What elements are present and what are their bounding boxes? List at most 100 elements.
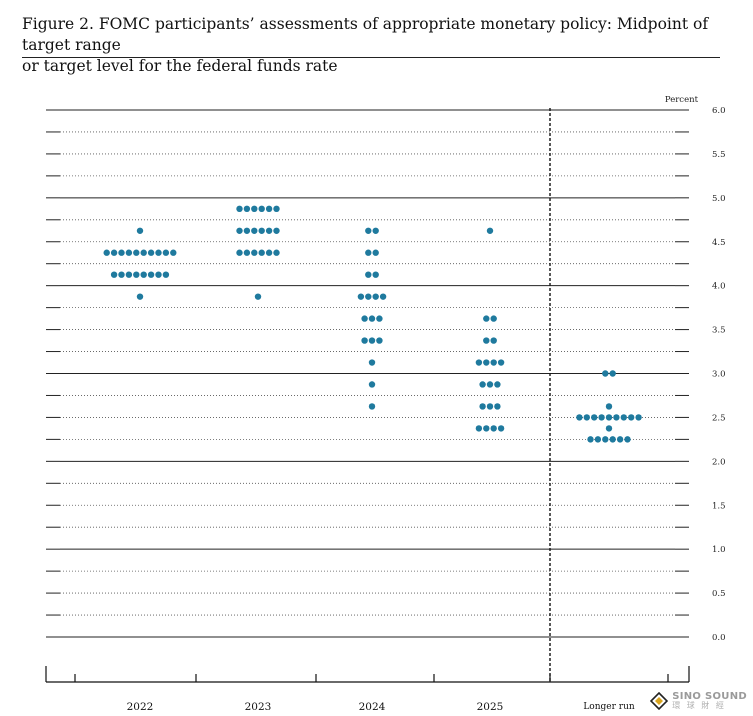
x-category-label: 2025 xyxy=(477,701,504,713)
participant-dot xyxy=(486,403,494,410)
participant-dot xyxy=(372,293,379,300)
participant-dot xyxy=(620,414,627,421)
participant-dot xyxy=(365,293,372,300)
y-tick-label: 4.0 xyxy=(712,282,726,292)
participant-dot xyxy=(133,249,140,256)
participant-dot xyxy=(616,436,624,443)
participant-dot xyxy=(254,293,262,300)
y-tick-label: 1.0 xyxy=(712,545,726,555)
participant-dot xyxy=(265,227,273,234)
participant-dot xyxy=(628,414,635,421)
participant-dot xyxy=(110,271,118,278)
participant-dot xyxy=(490,315,497,322)
participant-dot xyxy=(490,359,497,366)
x-category-label: 2024 xyxy=(359,701,386,713)
participant-dot xyxy=(483,315,490,322)
participant-dot xyxy=(475,359,483,366)
participant-dot xyxy=(494,381,501,388)
participant-dot xyxy=(497,359,505,366)
participant-dot xyxy=(170,249,177,256)
participant-dot xyxy=(483,359,490,366)
figure-title-line-1: Figure 2. FOMC participants’ assessments… xyxy=(22,15,709,54)
participant-dot xyxy=(361,337,368,344)
participant-dot xyxy=(251,205,258,213)
x-category-label: 2023 xyxy=(245,701,272,713)
y-tick-label: 0.0 xyxy=(712,633,726,643)
participant-dot xyxy=(609,436,616,443)
y-tick-label: 3.0 xyxy=(712,370,726,380)
participant-dot xyxy=(475,425,483,432)
x-category-label: Longer run xyxy=(583,702,635,712)
participant-dot xyxy=(483,425,490,432)
participant-dot xyxy=(361,315,368,322)
unit-label: Percent xyxy=(665,95,699,105)
participant-dot xyxy=(602,370,609,377)
participant-dot xyxy=(598,414,605,421)
y-tick-label: 6.0 xyxy=(712,106,726,116)
watermark-subtext: 環 球 財 經 xyxy=(672,701,726,710)
participant-dot xyxy=(490,337,497,344)
participant-dot xyxy=(110,249,118,256)
y-tick-label: 1.5 xyxy=(712,501,726,511)
participant-dot xyxy=(602,436,609,443)
participant-dot xyxy=(265,249,273,256)
participant-dot xyxy=(372,271,379,278)
participant-dot xyxy=(365,249,372,256)
y-tick-label: 3.5 xyxy=(712,326,726,336)
participant-dot xyxy=(365,271,372,278)
figure-title: Figure 2. FOMC participants’ assessments… xyxy=(22,14,727,77)
participant-dot xyxy=(118,249,125,256)
participant-dot xyxy=(576,414,583,421)
participant-dot xyxy=(368,359,376,366)
y-tick-label: 0.5 xyxy=(712,589,726,599)
participant-dot xyxy=(486,227,494,234)
participant-dot xyxy=(635,414,642,421)
participant-dot xyxy=(136,293,144,300)
participant-dot xyxy=(583,414,590,421)
participant-dot xyxy=(486,381,494,388)
participant-dot xyxy=(273,205,280,213)
participant-dot xyxy=(243,205,251,213)
participant-dot xyxy=(125,249,133,256)
participant-dot xyxy=(613,414,620,421)
participant-dot xyxy=(147,249,155,256)
sinosound-logo-icon xyxy=(650,692,669,710)
participant-dot xyxy=(243,249,251,256)
participant-dot xyxy=(594,436,602,443)
participant-dot xyxy=(273,249,280,256)
x-category-label: 2022 xyxy=(127,701,154,713)
participant-dot xyxy=(497,425,505,432)
watermark: SINO SOUND 環 球 財 經 xyxy=(650,692,747,710)
participant-dot xyxy=(624,436,631,443)
participant-dot xyxy=(605,414,613,421)
participant-dot xyxy=(479,381,486,388)
participant-dot xyxy=(125,271,133,278)
title-rule xyxy=(22,57,720,58)
dots xyxy=(103,205,642,443)
y-tick-label: 4.5 xyxy=(712,238,726,248)
y-tick-label: 2.0 xyxy=(712,457,726,467)
y-tick-label: 2.5 xyxy=(712,413,726,423)
participant-dot xyxy=(368,381,376,388)
participant-dot xyxy=(605,403,613,410)
participant-dot xyxy=(155,249,162,256)
participant-dot xyxy=(155,271,162,278)
participant-dot xyxy=(357,293,365,300)
participant-dot xyxy=(483,337,490,344)
participant-dot xyxy=(273,227,280,234)
participant-dot xyxy=(236,227,243,234)
participant-dot xyxy=(162,249,170,256)
participant-dot xyxy=(372,249,379,256)
participant-dot xyxy=(136,227,144,234)
participant-dot xyxy=(368,403,376,410)
participant-dot xyxy=(236,205,243,213)
y-tick-label: 5.0 xyxy=(712,194,726,204)
participant-dot xyxy=(605,425,613,432)
gridlines xyxy=(46,109,689,638)
participant-dot xyxy=(587,436,594,443)
labels: 0.0 0.5 1.0 1.5 2.0 2.5 3.0 3.5 4.0 4.5 5.0 5.5 6.0 P… xyxy=(127,95,726,713)
participant-dot xyxy=(490,425,497,432)
participant-dot xyxy=(609,370,616,377)
participant-dot xyxy=(147,271,155,278)
participant-dot xyxy=(258,205,265,213)
